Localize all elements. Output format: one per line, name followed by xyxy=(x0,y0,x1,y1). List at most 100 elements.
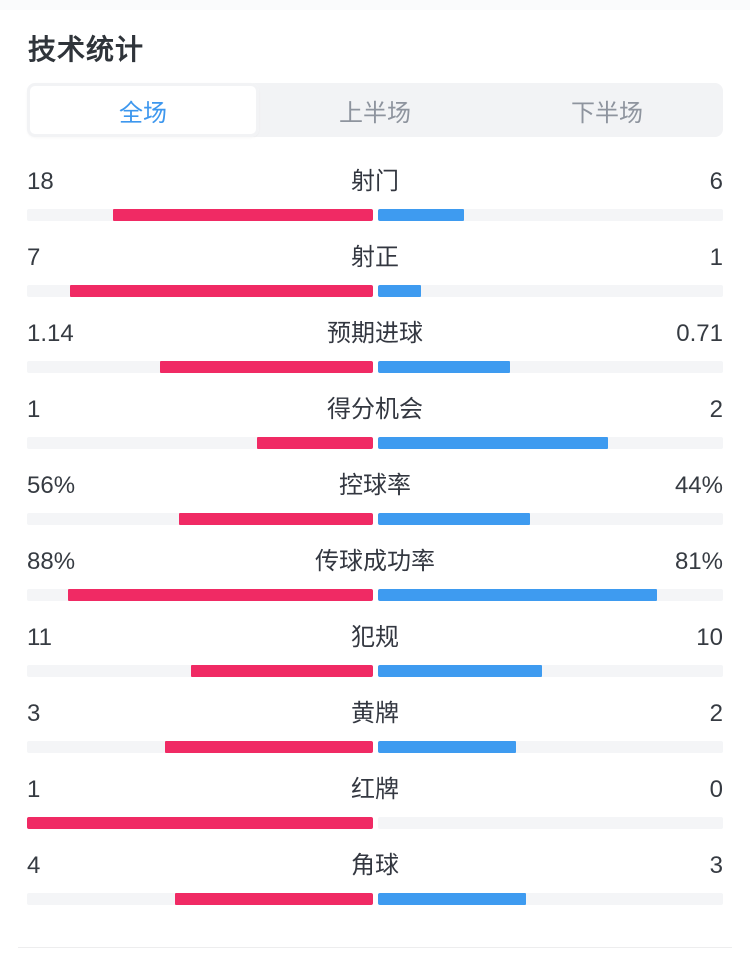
stat-label: 控球率 xyxy=(339,472,411,499)
away-value: 3 xyxy=(709,852,723,879)
tab-first-half[interactable]: 上半场 xyxy=(339,99,411,127)
home-value: 4 xyxy=(27,852,41,879)
stat-label: 传球成功率 xyxy=(315,548,435,575)
period-tabs: 全场 上半场 下半场 xyxy=(27,83,723,137)
home-bar-track xyxy=(27,665,373,677)
home-bar-track xyxy=(27,437,373,449)
stat-labels: 11 犯规 10 xyxy=(27,623,723,653)
stat-label: 预期进球 xyxy=(327,320,423,347)
stat-label: 黄牌 xyxy=(351,700,399,727)
away-bar-track xyxy=(377,437,723,449)
away-value: 0.71 xyxy=(676,320,723,347)
away-bar-track xyxy=(377,513,723,525)
away-bar-track xyxy=(377,893,723,905)
away-bar-fill xyxy=(377,209,464,221)
away-value: 44% xyxy=(674,472,723,499)
away-bar-track xyxy=(377,665,723,677)
stat-label: 射正 xyxy=(351,244,399,271)
home-value: 1 xyxy=(27,396,41,423)
home-bar-fill xyxy=(159,361,373,373)
stat-bar xyxy=(27,361,723,373)
home-value: 7 xyxy=(27,244,41,271)
stat-row: 11 犯规 10 xyxy=(27,623,723,699)
home-bar-fill xyxy=(179,513,373,525)
home-value: 3 xyxy=(27,700,41,727)
home-bar-fill xyxy=(27,817,373,829)
bottom-divider xyxy=(18,947,732,966)
stat-row: 18 射门 6 xyxy=(27,167,723,243)
home-bar-track xyxy=(27,209,373,221)
stat-row: 1.14 预期进球 0.71 xyxy=(27,319,723,395)
top-divider-strip xyxy=(0,0,750,10)
away-value: 81% xyxy=(674,548,723,575)
stat-labels: 18 射门 6 xyxy=(27,167,723,197)
stat-labels: 3 黄牌 2 xyxy=(27,699,723,729)
away-bar-fill xyxy=(377,361,511,373)
stat-label: 红牌 xyxy=(351,776,399,803)
stat-labels: 7 射正 1 xyxy=(27,243,723,273)
away-bar-fill xyxy=(377,285,421,297)
home-bar-fill xyxy=(113,209,373,221)
home-bar-fill xyxy=(165,741,373,753)
stat-labels: 88% 传球成功率 81% xyxy=(27,547,723,577)
stat-label: 角球 xyxy=(351,852,399,879)
tab-second-half[interactable]: 下半场 xyxy=(571,99,643,127)
home-value: 18 xyxy=(27,168,54,195)
stat-label: 射门 xyxy=(351,168,399,195)
away-bar-fill xyxy=(377,589,658,601)
tab-full-match[interactable]: 全场 xyxy=(27,83,259,137)
home-bar-track xyxy=(27,361,373,373)
away-bar-track xyxy=(377,209,723,221)
home-bar-fill xyxy=(68,589,373,601)
home-bar-fill xyxy=(70,285,373,297)
stat-row: 3 黄牌 2 xyxy=(27,699,723,775)
away-value: 2 xyxy=(709,700,723,727)
away-bar-fill xyxy=(377,893,526,905)
page-title: 技术统计 xyxy=(28,34,145,65)
stat-labels: 1 得分机会 2 xyxy=(27,395,723,425)
stat-bar xyxy=(27,209,723,221)
stat-label: 犯规 xyxy=(351,624,399,651)
stat-bar xyxy=(27,893,723,905)
home-bar-track xyxy=(27,741,373,753)
home-bar-fill xyxy=(257,437,373,449)
away-bar-fill xyxy=(377,741,516,753)
stat-bar xyxy=(27,285,723,297)
stat-row: 56% 控球率 44% xyxy=(27,471,723,547)
stat-bar xyxy=(27,741,723,753)
stat-bar xyxy=(27,817,723,829)
away-bar-track xyxy=(377,741,723,753)
home-bar-track xyxy=(27,285,373,297)
stat-label: 得分机会 xyxy=(327,396,423,423)
away-value: 0 xyxy=(709,776,723,803)
home-bar-track xyxy=(27,513,373,525)
home-bar-track xyxy=(27,893,373,905)
stat-labels: 4 角球 3 xyxy=(27,851,723,881)
stat-row: 88% 传球成功率 81% xyxy=(27,547,723,623)
away-bar-fill xyxy=(377,665,542,677)
stats-list: 18 射门 6 7 射正 1 1.1 xyxy=(27,167,723,927)
home-value: 88% xyxy=(27,548,76,575)
stat-row: 4 角球 3 xyxy=(27,851,723,927)
away-bar-track xyxy=(377,361,723,373)
away-value: 6 xyxy=(709,168,723,195)
away-bar-fill xyxy=(377,437,608,449)
stat-row: 1 得分机会 2 xyxy=(27,395,723,471)
stat-bar xyxy=(27,665,723,677)
away-bar-track xyxy=(377,589,723,601)
home-value: 56% xyxy=(27,472,76,499)
away-bar-track xyxy=(377,817,723,829)
stat-labels: 56% 控球率 44% xyxy=(27,471,723,501)
stat-bar xyxy=(27,589,723,601)
home-value: 1 xyxy=(27,776,41,803)
stat-labels: 1 红牌 0 xyxy=(27,775,723,805)
away-value: 10 xyxy=(696,624,723,651)
stat-bar xyxy=(27,437,723,449)
away-value: 1 xyxy=(709,244,723,271)
stat-row: 7 射正 1 xyxy=(27,243,723,319)
home-bar-track xyxy=(27,589,373,601)
away-bar-track xyxy=(377,285,723,297)
stat-row: 1 红牌 0 xyxy=(27,775,723,851)
home-bar-fill xyxy=(191,665,373,677)
home-bar-fill xyxy=(175,893,373,905)
